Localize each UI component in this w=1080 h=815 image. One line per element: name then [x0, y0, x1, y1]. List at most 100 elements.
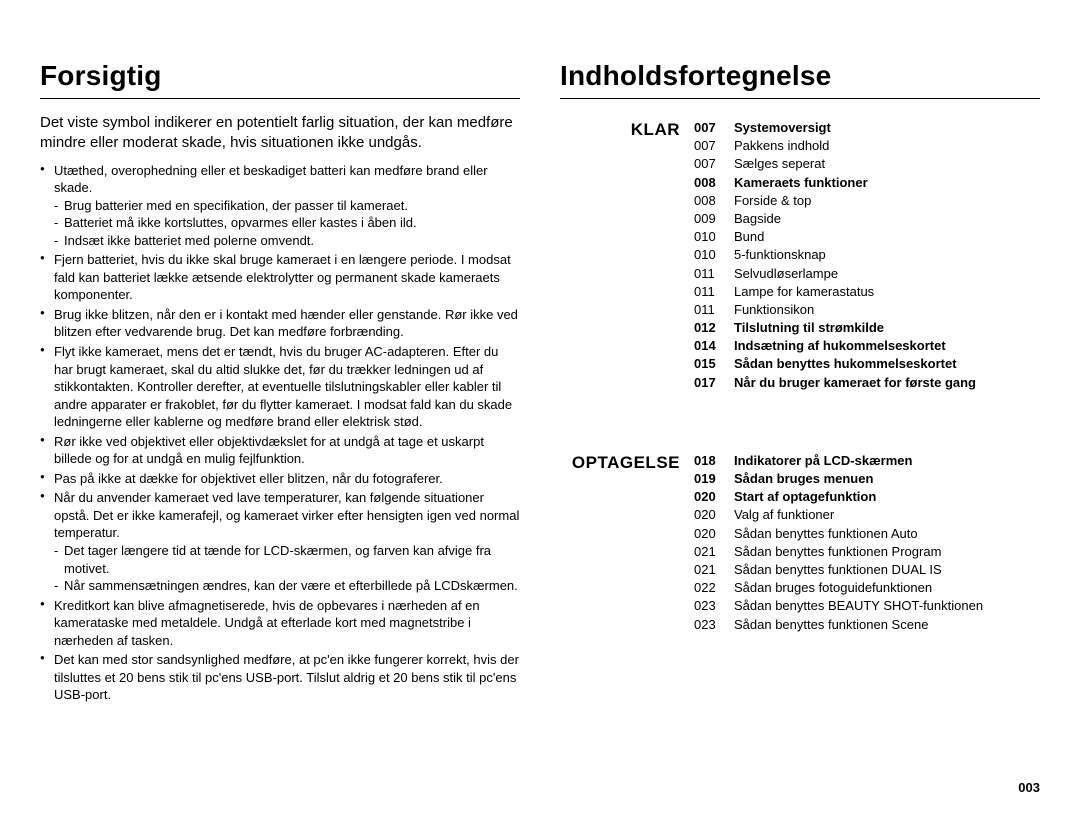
- toc-title: Valg af funktioner: [734, 506, 1040, 524]
- toc-row: 014Indsætning af hukommelseskortet: [694, 337, 1040, 355]
- toc-page-number: 015: [694, 355, 734, 373]
- bullet-item: Fjern batteriet, hvis du ikke skal bruge…: [40, 251, 520, 304]
- toc-title: Sælges seperat: [734, 155, 1040, 173]
- toc-title: Indsætning af hukommelseskortet: [734, 337, 1040, 355]
- toc-row: 011Funktionsikon: [694, 301, 1040, 319]
- toc-row: 020Sådan benyttes funktionen Auto: [694, 525, 1040, 543]
- toc-page-number: 010: [694, 228, 734, 246]
- toc-title: Sådan benyttes BEAUTY SHOT-funktionen: [734, 597, 1040, 615]
- toc-title: Sådan benyttes funktionen Scene: [734, 616, 1040, 634]
- toc-title: Sådan bruges menuen: [734, 470, 1040, 488]
- bullet-text: Når du anvender kameraet ved lave temper…: [54, 490, 519, 540]
- toc-section: OPTAGELSE018Indikatorer på LCD-skærmen01…: [560, 452, 1040, 634]
- toc-row: 009Bagside: [694, 210, 1040, 228]
- sub-item: Batteriet må ikke kortsluttes, opvarmes …: [54, 214, 520, 232]
- toc-page-number: 011: [694, 283, 734, 301]
- toc-page-number: 007: [694, 119, 734, 137]
- left-heading: Forsigtig: [40, 60, 520, 92]
- toc-title: Sådan benyttes funktionen Auto: [734, 525, 1040, 543]
- toc-title: 5-funktionsknap: [734, 246, 1040, 264]
- bullet-text: Flyt ikke kameraet, mens det er tændt, h…: [54, 344, 512, 429]
- bullet-item: Kreditkort kan blive afmagnetiserede, hv…: [40, 597, 520, 650]
- toc-row: 019Sådan bruges menuen: [694, 470, 1040, 488]
- toc-page-number: 008: [694, 192, 734, 210]
- bullet-text: Utæthed, overophedning eller et beskadig…: [54, 163, 488, 196]
- bullet-item: Rør ikke ved objektivet eller objektivdæ…: [40, 433, 520, 468]
- bullet-text: Rør ikke ved objektivet eller objektivdæ…: [54, 434, 484, 467]
- toc-title: Pakkens indhold: [734, 137, 1040, 155]
- bullet-item: Flyt ikke kameraet, mens det er tændt, h…: [40, 343, 520, 431]
- toc-page-number: 010: [694, 246, 734, 264]
- toc-row: 007Systemoversigt: [694, 119, 1040, 137]
- toc-title: Tilslutning til strømkilde: [734, 319, 1040, 337]
- toc-title: Sådan bruges fotoguidefunktionen: [734, 579, 1040, 597]
- toc-title: Start af optagefunktion: [734, 488, 1040, 506]
- toc-title: Bund: [734, 228, 1040, 246]
- toc-row: 012Tilslutning til strømkilde: [694, 319, 1040, 337]
- page-number: 003: [1018, 780, 1040, 795]
- intro-text: Det viste symbol indikerer en potentielt…: [40, 113, 520, 154]
- toc-title: Sådan benyttes funktionen Program: [734, 543, 1040, 561]
- toc-page-number: 020: [694, 488, 734, 506]
- right-column: Indholdsfortegnelse KLAR007Systemoversig…: [540, 60, 1040, 785]
- caution-bullet-list: Utæthed, overophedning eller et beskadig…: [40, 162, 520, 704]
- sub-item: Indsæt ikke batteriet med polerne omvend…: [54, 232, 520, 250]
- toc-row: 021Sådan benyttes funktionen Program: [694, 543, 1040, 561]
- sub-list: Brug batterier med en specifikation, der…: [54, 197, 520, 250]
- toc-row: 020Valg af funktioner: [694, 506, 1040, 524]
- bullet-item: Det kan med stor sandsynlighed medføre, …: [40, 651, 520, 704]
- toc-row: 010Bund: [694, 228, 1040, 246]
- left-rule: [40, 98, 520, 99]
- toc-page-number: 009: [694, 210, 734, 228]
- toc-title: Forside & top: [734, 192, 1040, 210]
- toc-title: Sådan benyttes funktionen DUAL IS: [734, 561, 1040, 579]
- table-of-contents: KLAR007Systemoversigt007Pakkens indhold0…: [560, 119, 1040, 634]
- toc-page-number: 017: [694, 374, 734, 392]
- toc-section-label: KLAR: [560, 119, 694, 392]
- toc-row: 011Lampe for kamerastatus: [694, 283, 1040, 301]
- toc-title: Bagside: [734, 210, 1040, 228]
- toc-page-number: 011: [694, 301, 734, 319]
- toc-title: Indikatorer på LCD-skærmen: [734, 452, 1040, 470]
- toc-page-number: 020: [694, 506, 734, 524]
- toc-row: 021Sådan benyttes funktionen DUAL IS: [694, 561, 1040, 579]
- toc-page-number: 007: [694, 137, 734, 155]
- toc-section: KLAR007Systemoversigt007Pakkens indhold0…: [560, 119, 1040, 392]
- toc-page-number: 014: [694, 337, 734, 355]
- toc-page-number: 023: [694, 597, 734, 615]
- toc-title: Sådan benyttes hukommelseskortet: [734, 355, 1040, 373]
- bullet-item: Pas på ikke at dække for objektivet elle…: [40, 470, 520, 488]
- toc-row: 007Sælges seperat: [694, 155, 1040, 173]
- sub-item: Det tager længere tid at tænde for LCD-s…: [54, 542, 520, 577]
- bullet-item: Utæthed, overophedning eller et beskadig…: [40, 162, 520, 250]
- toc-row: 011Selvudløserlampe: [694, 265, 1040, 283]
- toc-title: Når du bruger kameraet for første gang: [734, 374, 1040, 392]
- toc-page-number: 011: [694, 265, 734, 283]
- bullet-text: Pas på ikke at dække for objektivet elle…: [54, 471, 443, 486]
- toc-row: 022Sådan bruges fotoguidefunktionen: [694, 579, 1040, 597]
- toc-row: 023Sådan benyttes funktionen Scene: [694, 616, 1040, 634]
- toc-page-number: 007: [694, 155, 734, 173]
- bullet-text: Kreditkort kan blive afmagnetiserede, hv…: [54, 598, 480, 648]
- toc-title: Funktionsikon: [734, 301, 1040, 319]
- right-heading: Indholdsfortegnelse: [560, 60, 1040, 92]
- toc-page-number: 020: [694, 525, 734, 543]
- toc-row: 023Sådan benyttes BEAUTY SHOT-funktionen: [694, 597, 1040, 615]
- toc-rows: 018Indikatorer på LCD-skærmen019Sådan br…: [694, 452, 1040, 634]
- toc-page-number: 019: [694, 470, 734, 488]
- toc-title: Selvudløserlampe: [734, 265, 1040, 283]
- toc-row: 018Indikatorer på LCD-skærmen: [694, 452, 1040, 470]
- sub-item: Brug batterier med en specifikation, der…: [54, 197, 520, 215]
- manual-page: CAUTION Forsigtig Det viste symbol indik…: [0, 0, 1080, 815]
- bullet-item: Brug ikke blitzen, når den er i kontakt …: [40, 306, 520, 341]
- sub-list: Det tager længere tid at tænde for LCD-s…: [54, 542, 520, 595]
- bullet-text: Brug ikke blitzen, når den er i kontakt …: [54, 307, 518, 340]
- toc-row: 015Sådan benyttes hukommelseskortet: [694, 355, 1040, 373]
- toc-row: 017Når du bruger kameraet for første gan…: [694, 374, 1040, 392]
- toc-title: Lampe for kamerastatus: [734, 283, 1040, 301]
- bullet-text: Det kan med stor sandsynlighed medføre, …: [54, 652, 519, 702]
- sub-item: Når sammensætningen ændres, kan der være…: [54, 577, 520, 595]
- right-rule: [560, 98, 1040, 99]
- toc-row: 008Forside & top: [694, 192, 1040, 210]
- bullet-item: Når du anvender kameraet ved lave temper…: [40, 489, 520, 594]
